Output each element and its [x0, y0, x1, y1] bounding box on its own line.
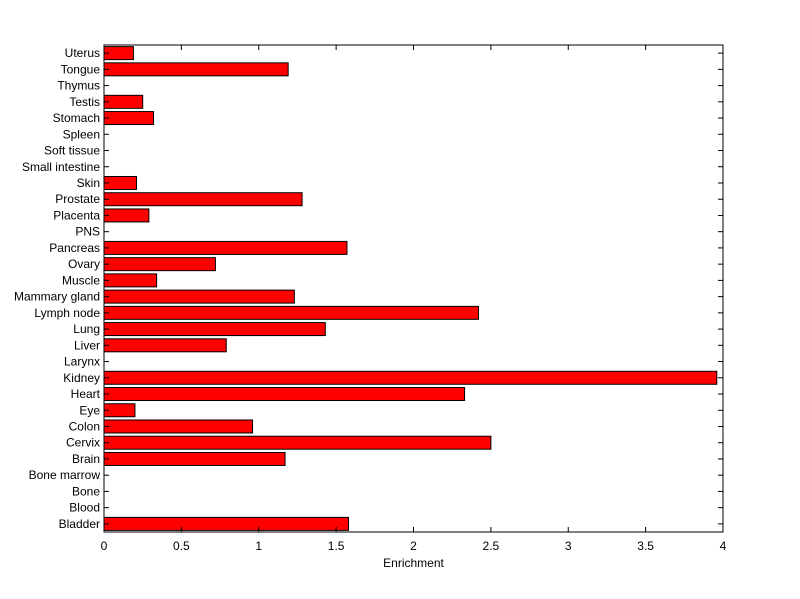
y-tick-label-small-intestine: Small intestine — [22, 160, 100, 174]
bar-bladder — [103, 516, 350, 531]
bar-placenta — [103, 208, 150, 223]
y-tick-label-bone: Bone — [72, 484, 100, 498]
y-tick-label-brain: Brain — [72, 452, 100, 466]
y-tick-label-thymus: Thymus — [57, 79, 100, 93]
x-tick-label-1: 1 — [255, 539, 262, 553]
y-tick-label-skin: Skin — [77, 176, 100, 190]
y-tick-label-cervix: Cervix — [66, 436, 100, 450]
y-tick-label-lung: Lung — [73, 322, 100, 336]
bar-ovary — [103, 257, 216, 272]
y-tick-labels: Bladder Blood Bone Bone marrow Brain Cervix Co… — [14, 46, 101, 531]
x-tick-label-0: 0 — [101, 539, 108, 553]
y-tick-label-uterus: Uterus — [65, 46, 100, 60]
y-tick-label-pns: PNS — [75, 225, 100, 239]
y-tick-label-spleen: Spleen — [63, 127, 100, 141]
bar-lung — [103, 322, 326, 337]
y-tick-label-liver: Liver — [74, 338, 100, 352]
bar-testis — [103, 94, 144, 109]
x-tick-label-1-5: 1.5 — [328, 539, 345, 553]
bar-cervix — [103, 435, 492, 450]
y-tick-label-prostate: Prostate — [55, 192, 100, 206]
bar-prostate — [103, 192, 303, 207]
bar-colon — [103, 419, 254, 434]
y-tick-label-colon: Colon — [69, 419, 100, 433]
y-tick-label-blood: Blood — [69, 501, 100, 515]
x-tick-label-4: 4 — [720, 539, 727, 553]
bar-liver — [103, 338, 227, 353]
y-tick-label-eye: Eye — [79, 403, 100, 417]
y-tick-label-muscle: Muscle — [62, 273, 100, 287]
bar-kidney — [103, 370, 718, 385]
x-tick-label-3-5: 3.5 — [637, 539, 654, 553]
bar-pancreas — [103, 240, 348, 255]
bar-tongue — [103, 62, 289, 77]
x-axis-label: Enrichment — [383, 556, 444, 570]
x-tick-label-0-5: 0.5 — [173, 539, 190, 553]
bar-lymph-node — [103, 305, 479, 320]
y-tick-label-heart: Heart — [71, 387, 101, 401]
x-tick-label-2-5: 2.5 — [483, 539, 500, 553]
ticks-layer — [103, 45, 724, 532]
x-tick-labels: 0 0.5 1 1.5 2 2.5 3 3.5 4 — [101, 539, 727, 553]
y-tick-label-kidney: Kidney — [63, 371, 100, 385]
bar-muscle — [103, 273, 158, 288]
bars-layer — [103, 46, 718, 531]
y-tick-label-larynx: Larynx — [64, 355, 100, 369]
x-tick-label-3: 3 — [565, 539, 572, 553]
bar-mammary-gland — [103, 289, 295, 304]
y-tick-label-bladder: Bladder — [59, 517, 100, 531]
y-tick-label-mammary-gland: Mammary gland — [14, 290, 100, 304]
bar-stomach — [103, 111, 155, 126]
y-tick-label-testis: Testis — [69, 95, 100, 109]
x-tick-label-2: 2 — [410, 539, 417, 553]
y-tick-label-lymph-node: Lymph node — [34, 306, 100, 320]
y-tick-label-ovary: Ovary — [68, 257, 100, 271]
bar-heart — [103, 387, 466, 402]
y-tick-label-placenta: Placenta — [53, 208, 100, 222]
y-tick-label-stomach: Stomach — [53, 111, 100, 125]
bar-brain — [103, 451, 286, 466]
y-tick-label-bone-marrow: Bone marrow — [29, 468, 101, 482]
y-tick-label-pancreas: Pancreas — [49, 241, 100, 255]
y-tick-label-tongue: Tongue — [61, 62, 101, 76]
y-tick-label-soft-tissue: Soft tissue — [44, 144, 100, 158]
